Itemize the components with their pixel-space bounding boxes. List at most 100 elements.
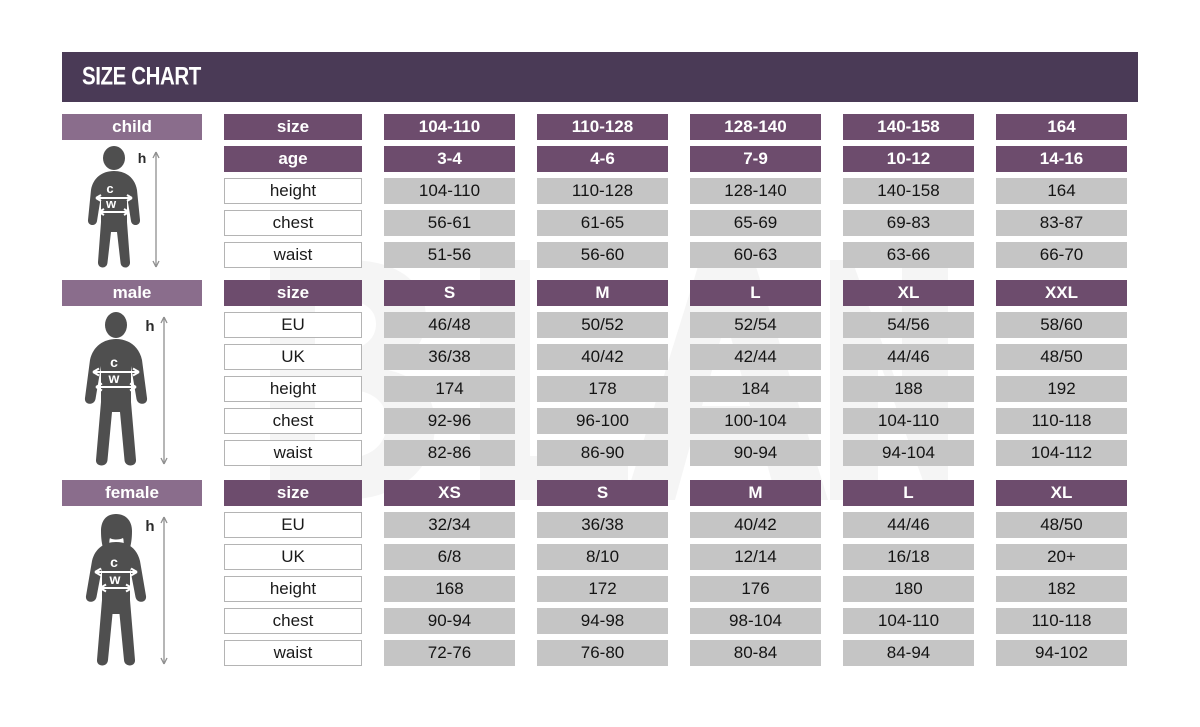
table-row: chest 90-94 94-98 98-104 104-110 110-118 — [224, 608, 1138, 634]
height-letter-label: h — [138, 150, 147, 166]
column-header: 14-16 — [996, 146, 1127, 172]
data-cell: 104-110 — [843, 608, 974, 634]
data-cell: 176 — [690, 576, 821, 602]
male-figure-icon: c w h — [62, 312, 202, 468]
table-row: chest 56-61 61-65 65-69 69-83 83-87 — [224, 210, 1138, 236]
table-row: waist 82-86 86-90 90-94 94-104 104-112 — [224, 440, 1138, 466]
category-label-male: male — [62, 280, 202, 306]
row-label: waist — [224, 242, 362, 268]
row-label: waist — [224, 640, 362, 666]
row-label: height — [224, 178, 362, 204]
data-cell: 184 — [690, 376, 821, 402]
data-cell: 94-98 — [537, 608, 668, 634]
table-row: height 104-110 110-128 128-140 140-158 1… — [224, 178, 1138, 204]
data-cell: 84-94 — [843, 640, 974, 666]
data-cell: 16/18 — [843, 544, 974, 570]
data-cell: 110-128 — [537, 178, 668, 204]
data-cell: 65-69 — [690, 210, 821, 236]
data-cell: 40/42 — [537, 344, 668, 370]
female-header-row-0: female size XS S M L XL — [62, 480, 1138, 506]
data-cell: 83-87 — [996, 210, 1127, 236]
section-female: female size XS S M L XL — [62, 480, 1138, 668]
data-cell: 51-56 — [384, 242, 515, 268]
data-cell: 82-86 — [384, 440, 515, 466]
data-cell: 192 — [996, 376, 1127, 402]
row-header-label: size — [224, 114, 362, 140]
page-title: SIZE CHART — [82, 62, 201, 91]
column-header: 128-140 — [690, 114, 821, 140]
row-label: height — [224, 576, 362, 602]
data-cell: 6/8 — [384, 544, 515, 570]
table-row: waist 51-56 56-60 60-63 63-66 66-70 — [224, 242, 1138, 268]
row-header-label: size — [224, 280, 362, 306]
data-cell: 80-84 — [690, 640, 821, 666]
column-header: 7-9 — [690, 146, 821, 172]
data-cell: 110-118 — [996, 408, 1127, 434]
data-cell: 172 — [537, 576, 668, 602]
data-cell: 104-110 — [843, 408, 974, 434]
data-cell: 178 — [537, 376, 668, 402]
column-header: S — [537, 480, 668, 506]
title-bar: SIZE CHART — [62, 52, 1138, 102]
data-cell: 36/38 — [384, 344, 515, 370]
column-header: 10-12 — [843, 146, 974, 172]
row-label: height — [224, 376, 362, 402]
column-header: S — [384, 280, 515, 306]
data-cell: 98-104 — [690, 608, 821, 634]
table-row: chest 92-96 96-100 100-104 104-110 110-1… — [224, 408, 1138, 434]
row-label: chest — [224, 408, 362, 434]
data-cell: 8/10 — [537, 544, 668, 570]
chest-letter-label: c — [110, 354, 118, 370]
data-cell: 96-100 — [537, 408, 668, 434]
data-cell: 12/14 — [690, 544, 821, 570]
column-header: 164 — [996, 114, 1127, 140]
column-header: XS — [384, 480, 515, 506]
row-label: chest — [224, 608, 362, 634]
column-header: M — [690, 480, 821, 506]
child-header-row-1: age 3-4 4-6 7-9 10-12 14-16 — [224, 146, 1138, 172]
data-cell: 56-61 — [384, 210, 515, 236]
data-cell: 48/50 — [996, 344, 1127, 370]
female-body: c w h EU 32/34 36/38 — [62, 512, 1138, 668]
table-row: waist 72-76 76-80 80-84 84-94 94-102 — [224, 640, 1138, 666]
data-cell: 61-65 — [537, 210, 668, 236]
column-header: XXL — [996, 280, 1127, 306]
data-cell: 36/38 — [537, 512, 668, 538]
row-label: EU — [224, 512, 362, 538]
waist-letter-label: w — [105, 196, 117, 211]
data-cell: 40/42 — [690, 512, 821, 538]
chest-letter-label: c — [110, 554, 118, 570]
section-child: child size 104-110 110-128 128-140 140-1… — [62, 114, 1138, 280]
data-cell: 110-118 — [996, 608, 1127, 634]
column-header: 4-6 — [537, 146, 668, 172]
column-header: 104-110 — [384, 114, 515, 140]
data-cell: 76-80 — [537, 640, 668, 666]
data-cell: 94-102 — [996, 640, 1127, 666]
column-header: M — [537, 280, 668, 306]
child-rows: age 3-4 4-6 7-9 10-12 14-16 height 104-1… — [224, 146, 1138, 268]
column-header: 110-128 — [537, 114, 668, 140]
table-row: UK 6/8 8/10 12/14 16/18 20+ — [224, 544, 1138, 570]
row-label: waist — [224, 440, 362, 466]
data-cell: 63-66 — [843, 242, 974, 268]
data-cell: 164 — [996, 178, 1127, 204]
data-cell: 50/52 — [537, 312, 668, 338]
data-cell: 54/56 — [843, 312, 974, 338]
data-cell: 188 — [843, 376, 974, 402]
row-header-label: size — [224, 480, 362, 506]
male-body: c w h EU 46/48 50/52 — [62, 312, 1138, 468]
row-label: chest — [224, 210, 362, 236]
waist-letter-label: w — [108, 370, 120, 386]
female-rows: EU 32/34 36/38 40/42 44/46 48/50 UK 6/8 … — [224, 512, 1138, 666]
data-cell: 58/60 — [996, 312, 1127, 338]
data-cell: 180 — [843, 576, 974, 602]
child-figure-icon: c w h — [62, 146, 202, 270]
height-letter-label: h — [145, 518, 154, 535]
data-cell: 94-104 — [843, 440, 974, 466]
female-figure-icon: c w h — [62, 512, 202, 668]
data-cell: 104-110 — [384, 178, 515, 204]
data-cell: 174 — [384, 376, 515, 402]
data-cell: 90-94 — [690, 440, 821, 466]
data-cell: 182 — [996, 576, 1127, 602]
child-header-row-0: child size 104-110 110-128 128-140 140-1… — [62, 114, 1138, 140]
